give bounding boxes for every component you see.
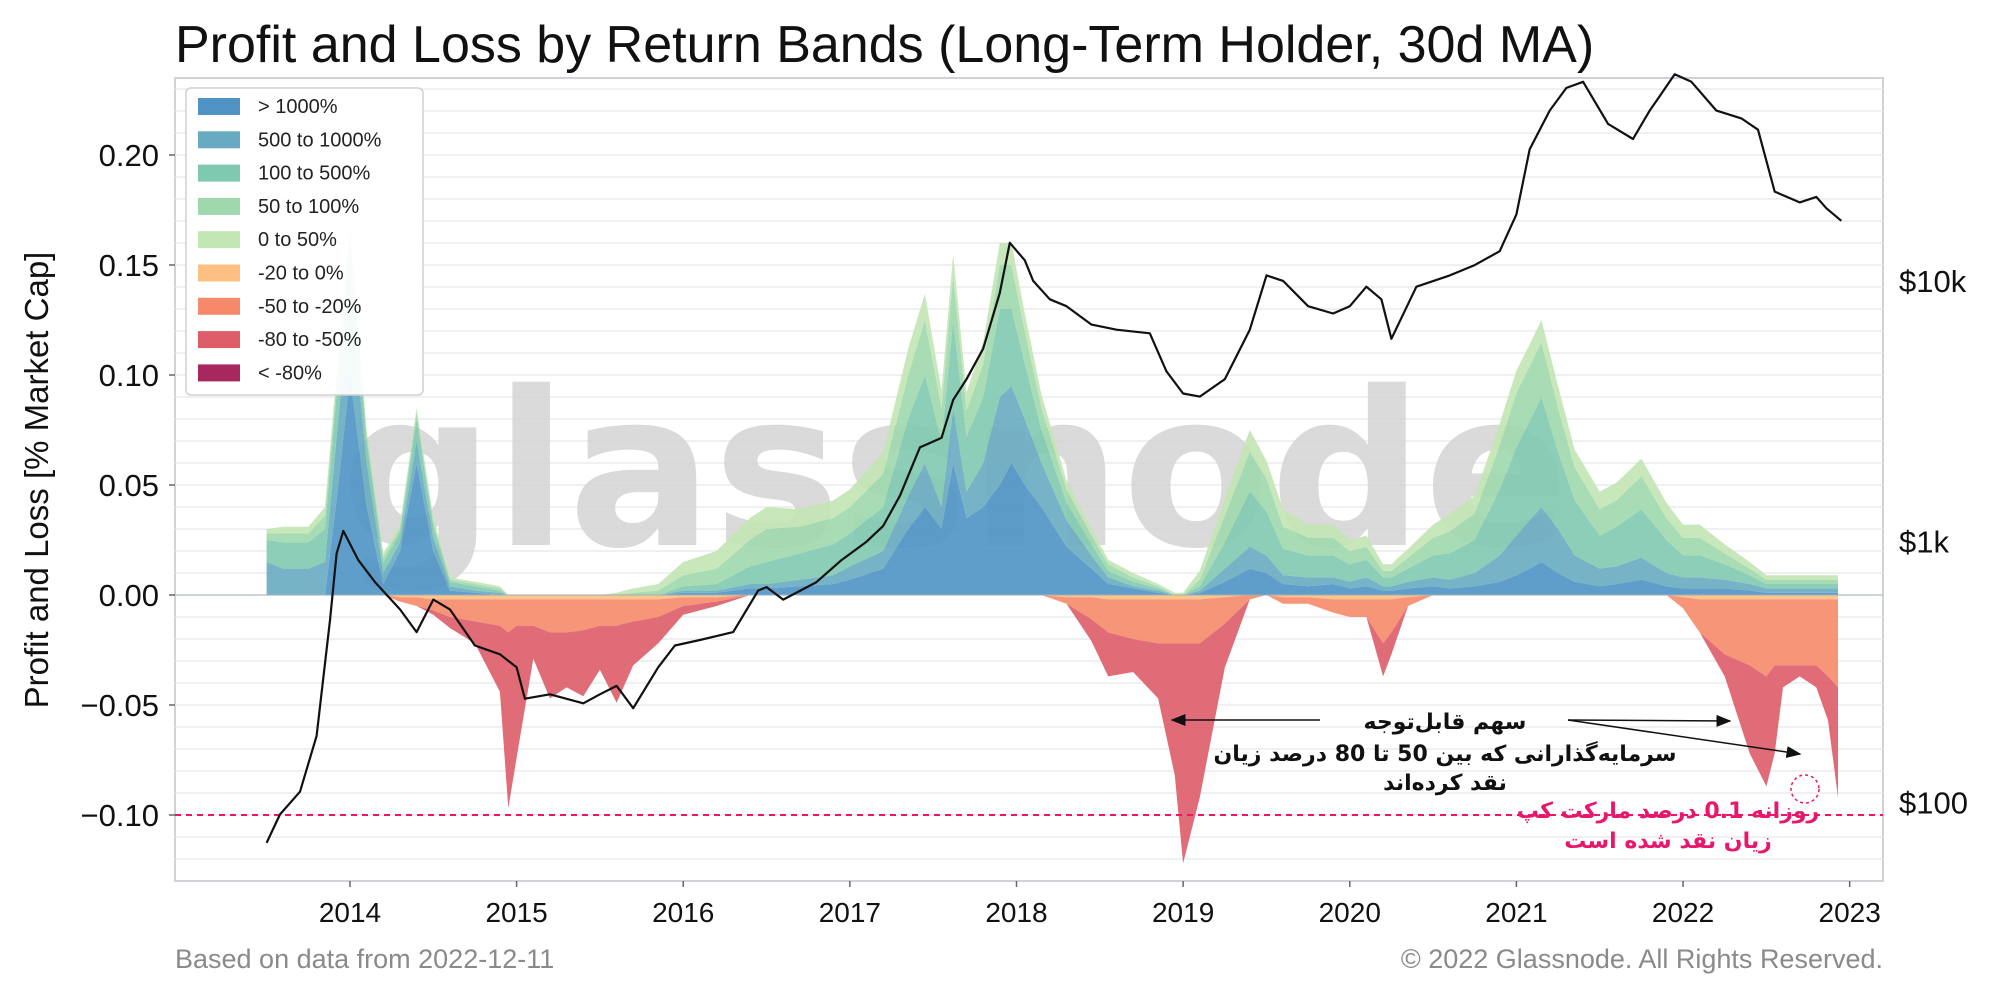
legend-label: -80 to -50%	[258, 329, 362, 351]
x-tick-label: 2018	[985, 897, 1047, 928]
y-tick-label: −0.05	[81, 688, 159, 723]
y2-tick-label: $100	[1899, 785, 1968, 820]
legend-swatch	[198, 197, 240, 215]
band-area-1	[266, 375, 1839, 595]
y-tick-label: −0.10	[81, 798, 159, 833]
y-tick-label: 0.15	[99, 248, 159, 283]
legend: > 1000% 500 to 1000% 100 to 500% 50 to 100%…	[185, 87, 424, 396]
legend-items: > 1000% 500 to 1000% 100 to 500% 50 to 100%…	[198, 96, 382, 384]
legend-label: 500 to 1000%	[258, 129, 382, 151]
x-tick-label: 2014	[319, 897, 381, 928]
legend-label: -20 to 0%	[258, 263, 344, 285]
legend-swatch	[198, 264, 240, 282]
legend-label: > 1000%	[258, 96, 338, 118]
y2-tick-label: $1k	[1899, 525, 1949, 560]
y-tick-label: 0.05	[99, 468, 159, 503]
x-tick-label: 2020	[1319, 897, 1381, 928]
footer-copyright: © 2022 Glassnode. All Rights Reserved.	[1401, 944, 1883, 974]
price-series	[265, 73, 1843, 844]
legend-swatch	[198, 98, 240, 115]
annotation-black-line2: سرمایه‌گذارانی که بین 50 تا 80 درصد زیان	[1213, 740, 1676, 767]
legend-swatch	[198, 131, 240, 149]
x-tick-label: 2022	[1652, 897, 1714, 928]
legend-box	[185, 87, 424, 396]
y-tick-label: 0.10	[99, 358, 159, 393]
y2-tick-label: $10k	[1899, 264, 1967, 299]
arrow-to-2022-dip	[1567, 714, 1732, 727]
legend-label: -50 to -20%	[258, 296, 362, 318]
arrow-to-latest-dip	[1567, 719, 1802, 758]
legend-label: 50 to 100%	[258, 196, 359, 218]
band-area-7	[266, 595, 1839, 688]
y-tick-label: 0.00	[99, 578, 159, 613]
legend-swatch	[198, 231, 240, 249]
band-area-3	[266, 243, 1839, 595]
x-tick-label: 2021	[1485, 897, 1547, 928]
band-area-6	[266, 595, 1839, 600]
legend-label: 100 to 500%	[258, 163, 371, 185]
annotation-pink-line1: روزانه 0.1 درصد مارکت کپ	[1517, 799, 1819, 824]
latest-point-highlight	[1790, 774, 1820, 804]
x-tick-label: 2015	[485, 897, 547, 928]
x-tick-label: 2017	[819, 897, 881, 928]
legend-label: 0 to 50%	[258, 229, 337, 251]
band-area-4	[266, 232, 1839, 595]
y-tick-label: 0.20	[99, 138, 159, 173]
pl-bands	[175, 225, 1883, 864]
x-tick-label: 2019	[1152, 897, 1214, 928]
legend-swatch	[198, 297, 240, 315]
x-tick-label: 2023	[1819, 897, 1881, 928]
annotation-black-line1: سهم قابل‌توجه	[1364, 710, 1527, 735]
legend-swatch	[198, 364, 240, 382]
legend-label: < -80%	[258, 362, 322, 384]
x-tick-label: 2016	[652, 897, 714, 928]
annotation-black-line3: نقد کرده‌اند	[1383, 771, 1507, 796]
footer-source: Based on data from 2022-12-11	[175, 944, 554, 974]
price-line	[265, 73, 1843, 844]
legend-swatch	[198, 331, 240, 349]
annotation-pink-line2: زیان نقد شده است	[1564, 829, 1772, 854]
axes: 0.20 0.15 0.10 0.05 0.00 −0.05 −0.10 2014 2015 20…	[18, 138, 1968, 928]
chart-title: Profit and Loss by Return Bands (Long-Te…	[175, 16, 1594, 74]
y-axis-label: Profit and Loss [% Market Cap]	[18, 252, 55, 709]
legend-swatch	[198, 164, 240, 182]
annotations: سهم قابل‌توجه سرمایه‌گذارانی که بین 50 ت…	[1170, 710, 1820, 854]
